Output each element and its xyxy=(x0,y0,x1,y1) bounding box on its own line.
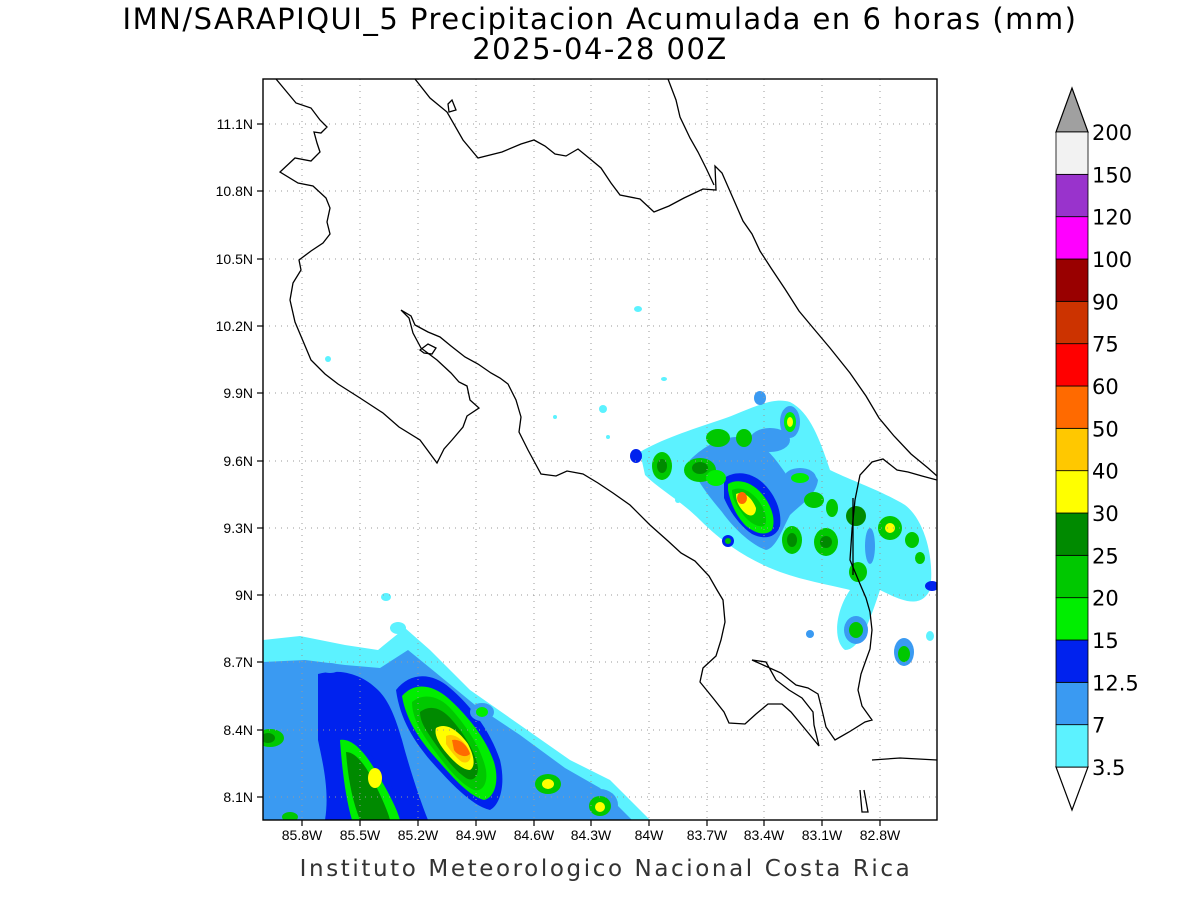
graticule xyxy=(263,79,937,820)
lat-label: 9N xyxy=(235,587,253,603)
lon-label: 84.6W xyxy=(514,827,555,843)
title-line-2: 2025-04-28 00Z xyxy=(472,32,728,66)
colorbar-label: 90 xyxy=(1092,290,1119,314)
colorbar-swatch xyxy=(1055,554,1089,599)
lon-label: 83.7W xyxy=(687,827,728,843)
title-line-1: IMN/SARAPIQUI_5 Precipitacion Acumulada … xyxy=(122,2,1078,36)
colorbar-label: 200 xyxy=(1092,121,1132,145)
lon-label: 83.1W xyxy=(802,827,843,843)
rain-band-southwest xyxy=(263,593,650,820)
lat-labels: 11.1N 10.8N 10.5N 10.2N 9.9N 9.6N 9.3N 9… xyxy=(216,116,253,805)
colorbar-swatch xyxy=(1055,258,1089,302)
lat-label: 8.4N xyxy=(223,722,253,738)
colorbar-label: 3.5 xyxy=(1092,756,1125,780)
island-2 xyxy=(418,343,437,355)
colorbar-swatch xyxy=(1055,724,1089,768)
lat-label: 8.1N xyxy=(223,789,253,805)
colorbar-swatch xyxy=(1055,639,1089,683)
coastlines xyxy=(275,79,937,813)
colorbar-label: 7 xyxy=(1092,714,1105,738)
colorbar-swatches xyxy=(1055,131,1089,768)
colorbar-swatch xyxy=(1055,173,1089,218)
lon-label: 83.4W xyxy=(744,827,785,843)
lat-label: 10.8N xyxy=(216,183,253,199)
colorbar-swatch xyxy=(1055,385,1089,429)
rain-cluster-east xyxy=(325,306,937,666)
lon-label: 84.3W xyxy=(571,827,612,843)
colorbar-swatch xyxy=(1055,131,1089,175)
map-frame xyxy=(262,78,938,821)
island-1 xyxy=(447,98,457,113)
lon-labels: 85.8W 85.5W 85.2W 84.9W 84.6W 84.3W 84W … xyxy=(282,827,901,843)
colorbar-label: 50 xyxy=(1092,417,1119,441)
colorbar-label: 15 xyxy=(1092,629,1119,653)
colorbar-swatch xyxy=(1055,427,1089,472)
colorbar-label: 120 xyxy=(1092,206,1132,230)
colorbar-label: 40 xyxy=(1092,460,1119,484)
colorbar-swatch xyxy=(1055,343,1089,387)
colorbar-label: 75 xyxy=(1092,333,1119,357)
colorbar-label: 20 xyxy=(1092,587,1119,611)
lon-label: 82.8W xyxy=(860,827,901,843)
lon-label: 84.9W xyxy=(456,827,497,843)
colorbar-swatch xyxy=(1055,597,1089,641)
colorbar-labels: 3.5 7 12.5 15 20 25 30 40 50 60 75 90 100 120 150 200 xyxy=(1092,121,1139,780)
colorbar: 3.5 7 12.5 15 20 25 30 40 50 60 75 90 100 120 150 200 xyxy=(1055,86,1139,812)
footer-credit: Instituto Meteorologico Nacional Costa R… xyxy=(299,856,913,882)
lon-label: 85.5W xyxy=(340,827,381,843)
lat-label: 8.7N xyxy=(223,654,253,670)
colorbar-top-arrow xyxy=(1055,86,1089,133)
lon-label: 85.8W xyxy=(282,827,323,843)
colorbar-swatch xyxy=(1055,512,1089,556)
colorbar-label: 60 xyxy=(1092,375,1119,399)
lon-label: 84W xyxy=(635,827,665,843)
colorbar-swatch xyxy=(1055,300,1089,345)
colorbar-swatch xyxy=(1055,216,1089,260)
lat-label: 9.9N xyxy=(223,385,253,401)
nicaragua-lake-shore xyxy=(667,79,715,186)
colorbar-label: 100 xyxy=(1092,248,1132,272)
lat-label: 9.3N xyxy=(223,520,253,536)
lat-label: 11.1N xyxy=(217,116,253,132)
caribbean-coast xyxy=(414,79,937,477)
colorbar-bottom-arrow xyxy=(1055,766,1089,812)
nicaragua-coast xyxy=(275,79,937,747)
southern-coast-ext xyxy=(871,757,937,761)
lat-label: 10.2N xyxy=(216,318,253,334)
lat-label: 9.6N xyxy=(223,453,253,469)
precipitation-field xyxy=(263,306,937,820)
lat-label: 10.5N xyxy=(216,251,253,267)
burica-peninsula xyxy=(859,789,869,813)
lon-label: 85.2W xyxy=(398,827,439,843)
colorbar-label: 25 xyxy=(1092,544,1119,568)
colorbar-label: 150 xyxy=(1092,163,1132,187)
colorbar-label: 30 xyxy=(1092,502,1119,526)
colorbar-swatch xyxy=(1055,470,1089,514)
colorbar-label: 12.5 xyxy=(1092,671,1139,695)
colorbar-swatch xyxy=(1055,681,1089,726)
axis-ticks xyxy=(257,123,881,826)
